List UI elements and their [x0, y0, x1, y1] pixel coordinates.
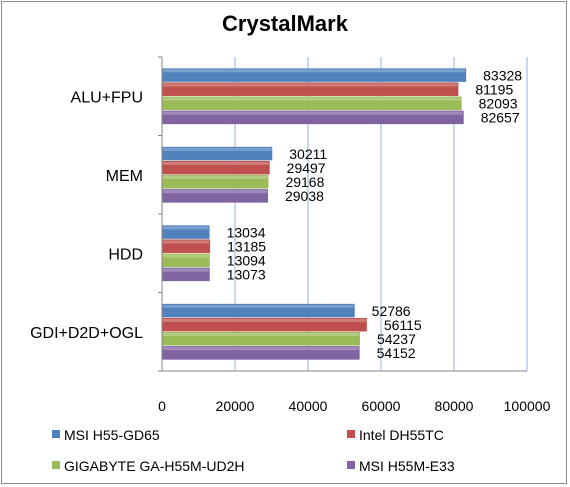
data-label: 82657 [481, 110, 520, 126]
bar-fill [162, 68, 467, 82]
data-label: 29497 [287, 160, 326, 176]
bar-msi-h55-gd65 [162, 68, 467, 82]
legend-item-gigabyte-ga-h55m-ud2h: GIGABYTE GA-H55M-UD2H [52, 458, 244, 474]
bar-fill [162, 239, 211, 253]
data-label: 13094 [227, 253, 266, 269]
chart-title: CrystalMark [222, 11, 349, 36]
bar-highlight [163, 254, 209, 258]
x-tick-label: 0 [158, 398, 166, 414]
bar-highlight [163, 97, 461, 101]
bar-fill [162, 146, 273, 161]
x-tick-label: 100000 [504, 398, 551, 414]
data-label: 13073 [227, 267, 266, 283]
x-tick-label: 40000 [289, 398, 328, 414]
bar-highlight [163, 147, 272, 151]
bar-highlight [163, 111, 463, 115]
axes: 0 20000 40000 60000 80000 100000 ALU+FPU MEM HDD… [30, 56, 551, 414]
legend-swatch [347, 461, 355, 469]
legend-swatch [52, 430, 60, 438]
x-tick-label: 60000 [362, 398, 401, 414]
bar-fill [162, 175, 269, 189]
data-label: 81195 [475, 81, 513, 97]
bar-highlight [163, 268, 209, 272]
data-label: 82093 [479, 96, 518, 112]
bar-fill [162, 82, 459, 96]
bar-fill [162, 110, 464, 125]
bar-highlight [163, 69, 466, 73]
bar-gigabyte-ga-h55m-ud2h [162, 175, 269, 189]
legend-label: MSI H55M-E33 [359, 458, 455, 474]
legend-item-msi-h55-gd65: MSI H55-GD65 [52, 427, 160, 443]
x-tick-label: 80000 [435, 398, 474, 414]
legend-label: Intel DH55TC [359, 427, 444, 443]
bar-msi-h55-gd65 [162, 303, 355, 318]
bar-msi-h55m-e33 [162, 267, 210, 282]
bar-msi-h55-gd65 [162, 146, 273, 161]
bar-msi-h55m-e33 [162, 189, 268, 203]
bar-highlight [163, 226, 209, 230]
bar-intel-dh55tc [162, 160, 270, 175]
bar-intel-dh55tc [162, 239, 211, 253]
bar-highlight [163, 190, 267, 194]
x-tick-label: 20000 [216, 398, 255, 414]
data-label: 56115 [384, 317, 422, 333]
bar-highlight [163, 161, 269, 165]
bar-fill [162, 346, 360, 360]
category-label: ALU+FPU [71, 89, 143, 106]
bar-msi-h55m-e33 [162, 346, 360, 360]
data-label: 13185 [227, 238, 266, 254]
bar-msi-h55-gd65 [162, 225, 210, 239]
data-label: 83328 [483, 67, 522, 83]
bar-msi-h55m-e33 [162, 110, 464, 125]
bar-fill [162, 253, 210, 268]
legend-item-intel-dh55tc: Intel DH55TC [347, 427, 444, 443]
bar-fill [162, 332, 360, 346]
data-label: 54152 [377, 345, 416, 361]
bar-intel-dh55tc [162, 82, 459, 96]
data-label: 13034 [227, 224, 266, 240]
legend-swatch [52, 461, 60, 469]
legend: MSI H55-GD65 Intel DH55TC GIGABYTE GA-H55M… [52, 427, 455, 474]
data-label: 29038 [285, 188, 324, 204]
data-label: 29168 [285, 174, 324, 190]
bar-fill [162, 189, 268, 203]
category-label: GDI+D2D+OGL [30, 325, 143, 342]
category-label: HDD [108, 246, 143, 263]
bar-highlight [163, 176, 268, 180]
legend-swatch [347, 430, 355, 438]
legend-item-msi-h55m-e33: MSI H55M-E33 [347, 458, 455, 474]
bar-fill [162, 96, 462, 111]
legend-label: GIGABYTE GA-H55M-UD2H [64, 458, 244, 474]
bar-fill [162, 317, 367, 332]
data-label: 52786 [372, 303, 411, 319]
bar-intel-dh55tc [162, 317, 367, 332]
bar-gigabyte-ga-h55m-ud2h [162, 332, 360, 346]
bar-fill [162, 225, 210, 239]
data-label: 30211 [289, 146, 327, 162]
bar-fill [162, 267, 210, 282]
bar-highlight [163, 333, 359, 337]
category-label: MEM [106, 168, 143, 185]
bar-highlight [163, 304, 354, 308]
bar-fill [162, 303, 355, 318]
bar-fill [162, 160, 270, 175]
legend-label: MSI H55-GD65 [64, 427, 160, 443]
data-label: 54237 [377, 331, 416, 347]
bar-highlight [163, 318, 366, 322]
bar-gigabyte-ga-h55m-ud2h [162, 96, 462, 111]
bar-gigabyte-ga-h55m-ud2h [162, 253, 210, 268]
bar-highlight [163, 83, 458, 87]
bar-highlight [163, 347, 359, 351]
bar-highlight [163, 240, 210, 244]
